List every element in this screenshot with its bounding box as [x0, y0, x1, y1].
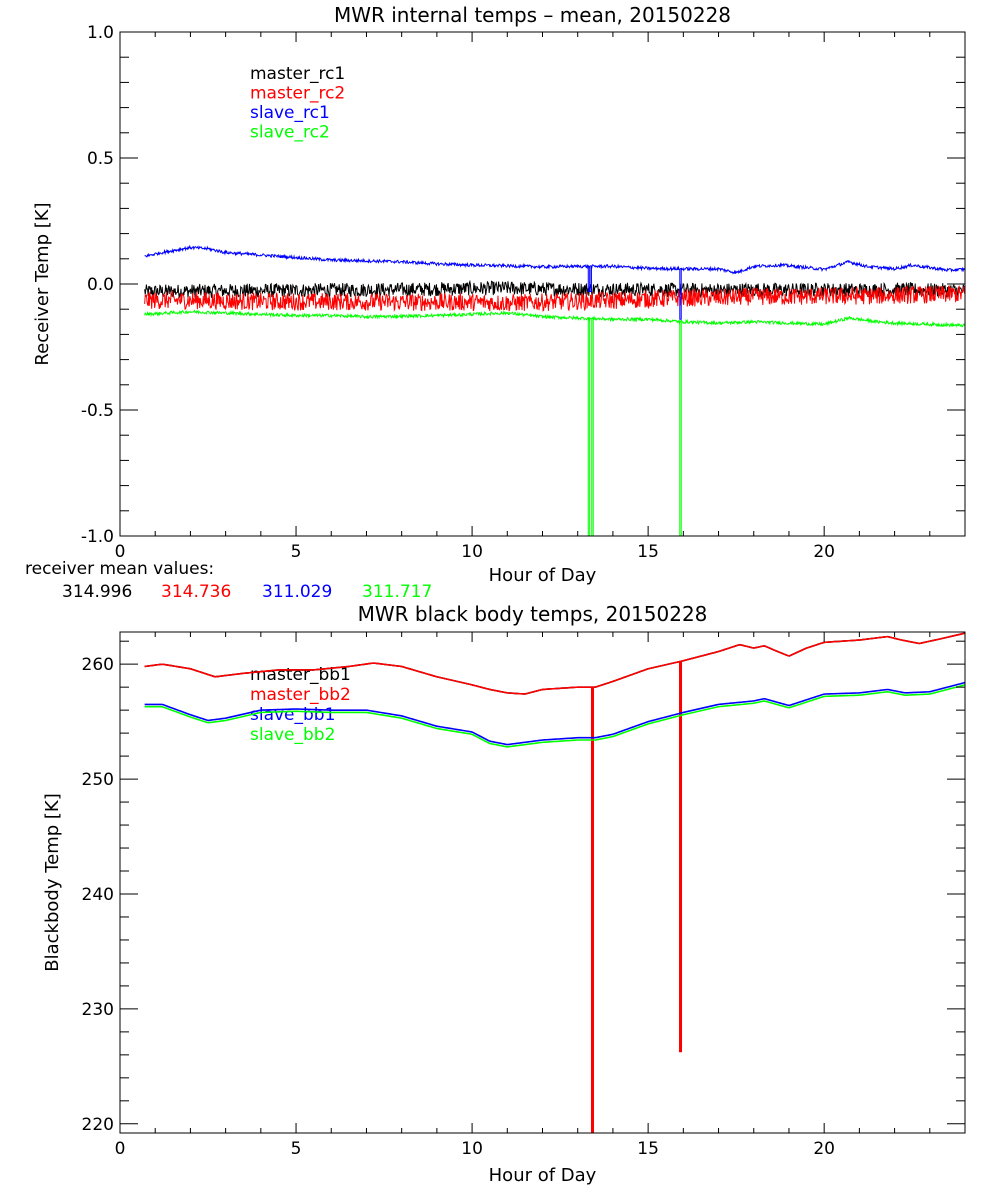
x-axis-label: Hour of Day [489, 1165, 597, 1186]
legend-entry-slave_bb2: slave_bb2 [250, 725, 335, 745]
x-tick-label: 10 [461, 1139, 483, 1159]
series-line-master_bb2 [144, 632, 965, 1133]
y-tick-label: -1.0 [81, 527, 114, 547]
chart-title: MWR black body temps, 20150228 [358, 602, 708, 626]
series-line-slave_rc1 [144, 244, 965, 320]
x-tick-label: 20 [813, 1139, 835, 1159]
x-tick-label: 15 [637, 542, 659, 562]
legend-entry-master_bb2: master_bb2 [250, 685, 351, 705]
series-line-master_rc2 [144, 284, 965, 312]
mean-values-label: receiver mean values: [25, 559, 214, 579]
y-tick-label: 220 [82, 1115, 114, 1135]
mean-value-3: 311.029 [262, 582, 332, 602]
series-slave_rc2 [144, 309, 965, 536]
y-axis-label: Blackbody Temp [K] [42, 793, 63, 971]
y-tick-label: 0.5 [87, 149, 114, 169]
x-axis-label: Hour of Day [489, 565, 597, 586]
legend-entry-slave_rc2: slave_rc2 [250, 123, 330, 143]
x-tick-label: 5 [291, 1139, 302, 1159]
x-tick-label: 0 [115, 542, 126, 562]
x-tick-label: 20 [813, 542, 835, 562]
mean-value-4: 311.717 [362, 582, 432, 602]
x-tick-label: 10 [461, 542, 483, 562]
series-line-slave_rc2 [144, 309, 965, 536]
x-tick-label: 0 [115, 1139, 126, 1159]
mean-value-1: 314.996 [62, 582, 132, 602]
legend-entry-master_rc1: master_rc1 [250, 64, 345, 84]
series-slave_bb2 [144, 684, 965, 748]
y-tick-label: -0.5 [81, 401, 114, 421]
x-tick-label: 15 [637, 1139, 659, 1159]
y-tick-label: 230 [82, 1000, 114, 1020]
receiver-mean-values: receiver mean values: 314.996 314.736 311.0… [25, 559, 432, 602]
series-slave_bb1 [144, 681, 965, 746]
series-slave_rc1 [144, 244, 965, 320]
series-line-slave_bb1 [144, 681, 965, 746]
y-tick-label: 260 [82, 655, 114, 675]
series-master_bb2 [144, 632, 965, 1133]
legend-entry-slave_rc1: slave_rc1 [250, 103, 330, 123]
chart-title: MWR internal temps – mean, 20150228 [334, 3, 731, 27]
mean-value-2: 314.736 [161, 582, 231, 602]
y-tick-label: 250 [82, 770, 114, 790]
y-axis-label: Receiver Temp [K] [32, 202, 53, 365]
y-tick-label: 240 [82, 885, 114, 905]
y-tick-label: 0.0 [87, 275, 114, 295]
legend-entry-master_rc2: master_rc2 [250, 84, 345, 104]
y-tick-label: 1.0 [87, 23, 114, 43]
legend-entry-slave_bb1: slave_bb1 [250, 705, 335, 725]
plot-frame [119, 631, 966, 1134]
x-tick-label: 5 [291, 542, 302, 562]
series-line-slave_bb2 [144, 684, 965, 748]
series-master_rc2 [144, 284, 965, 312]
